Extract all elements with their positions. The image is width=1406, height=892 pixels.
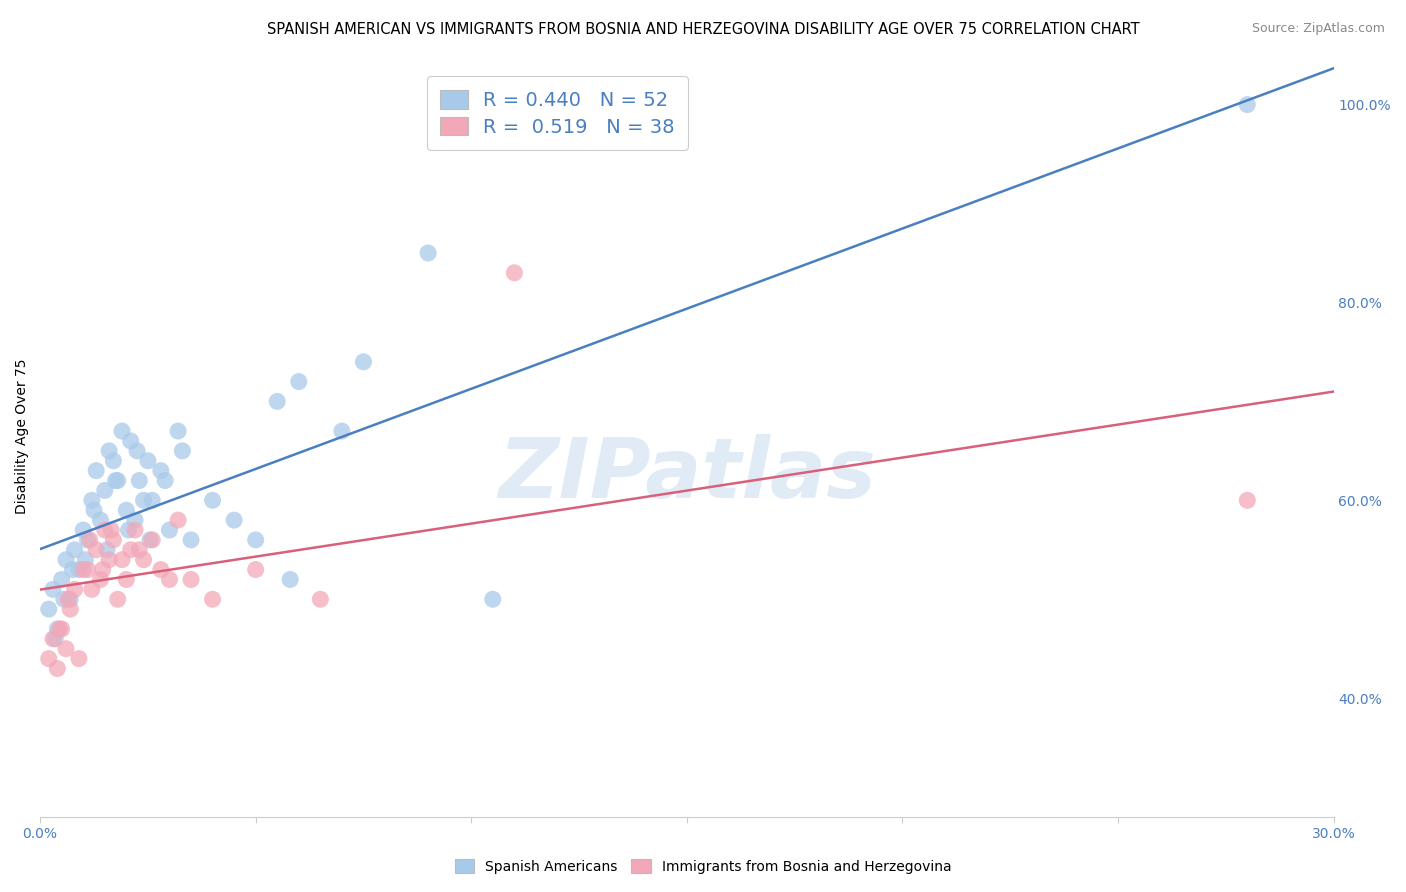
Point bbox=[1236, 493, 1258, 508]
Point bbox=[111, 424, 134, 438]
Point bbox=[96, 542, 118, 557]
Point bbox=[89, 513, 111, 527]
Point bbox=[51, 573, 73, 587]
Point bbox=[266, 394, 288, 409]
Point bbox=[98, 552, 121, 566]
Point bbox=[72, 523, 94, 537]
Point bbox=[89, 573, 111, 587]
Point bbox=[245, 533, 267, 547]
Point bbox=[128, 542, 150, 557]
Point bbox=[503, 266, 526, 280]
Point bbox=[1236, 97, 1258, 112]
Point bbox=[42, 582, 65, 597]
Point bbox=[59, 602, 82, 616]
Point bbox=[76, 533, 98, 547]
Point bbox=[79, 533, 101, 547]
Point bbox=[55, 552, 77, 566]
Point bbox=[159, 573, 181, 587]
Point bbox=[115, 573, 138, 587]
Point bbox=[59, 592, 82, 607]
Point bbox=[159, 523, 181, 537]
Point bbox=[117, 523, 139, 537]
Point bbox=[48, 622, 70, 636]
Point bbox=[153, 474, 176, 488]
Point bbox=[167, 424, 190, 438]
Point bbox=[94, 523, 117, 537]
Point bbox=[224, 513, 246, 527]
Point bbox=[55, 641, 77, 656]
Point bbox=[104, 474, 127, 488]
Text: ZIPatlas: ZIPatlas bbox=[498, 434, 876, 515]
Point bbox=[111, 552, 134, 566]
Point bbox=[38, 602, 60, 616]
Point bbox=[75, 552, 97, 566]
Point bbox=[309, 592, 332, 607]
Point bbox=[103, 533, 125, 547]
Point bbox=[136, 454, 159, 468]
Point bbox=[278, 573, 301, 587]
Point bbox=[124, 523, 146, 537]
Legend: Spanish Americans, Immigrants from Bosnia and Herzegovina: Spanish Americans, Immigrants from Bosni… bbox=[447, 853, 959, 880]
Point bbox=[80, 582, 103, 597]
Point bbox=[127, 443, 149, 458]
Point bbox=[201, 493, 224, 508]
Point bbox=[84, 464, 107, 478]
Point bbox=[107, 592, 129, 607]
Point bbox=[149, 464, 172, 478]
Y-axis label: Disability Age Over 75: Disability Age Over 75 bbox=[15, 359, 30, 514]
Point bbox=[418, 246, 440, 260]
Point bbox=[149, 563, 172, 577]
Point bbox=[141, 493, 163, 508]
Point bbox=[120, 542, 142, 557]
Point bbox=[115, 503, 138, 517]
Point bbox=[42, 632, 65, 646]
Point bbox=[46, 622, 69, 636]
Point bbox=[46, 661, 69, 675]
Point bbox=[481, 592, 503, 607]
Point bbox=[330, 424, 353, 438]
Point bbox=[98, 443, 121, 458]
Point bbox=[180, 533, 202, 547]
Point bbox=[120, 434, 142, 448]
Point bbox=[141, 533, 163, 547]
Point bbox=[172, 443, 194, 458]
Point bbox=[100, 523, 122, 537]
Point bbox=[103, 454, 125, 468]
Point bbox=[76, 563, 98, 577]
Point bbox=[91, 563, 114, 577]
Point bbox=[51, 622, 73, 636]
Point bbox=[94, 483, 117, 498]
Point bbox=[167, 513, 190, 527]
Point bbox=[288, 375, 311, 389]
Point bbox=[128, 474, 150, 488]
Point bbox=[132, 493, 155, 508]
Point bbox=[84, 542, 107, 557]
Text: Source: ZipAtlas.com: Source: ZipAtlas.com bbox=[1251, 22, 1385, 36]
Point bbox=[67, 563, 90, 577]
Point bbox=[80, 493, 103, 508]
Point bbox=[72, 563, 94, 577]
Point bbox=[83, 503, 105, 517]
Point bbox=[124, 513, 146, 527]
Point bbox=[353, 355, 375, 369]
Point bbox=[56, 592, 79, 607]
Point bbox=[139, 533, 162, 547]
Point bbox=[63, 582, 86, 597]
Point bbox=[63, 542, 86, 557]
Point bbox=[44, 632, 66, 646]
Point bbox=[107, 474, 129, 488]
Point bbox=[38, 651, 60, 665]
Point bbox=[132, 552, 155, 566]
Point bbox=[67, 651, 90, 665]
Point bbox=[180, 573, 202, 587]
Point bbox=[52, 592, 75, 607]
Text: SPANISH AMERICAN VS IMMIGRANTS FROM BOSNIA AND HERZEGOVINA DISABILITY AGE OVER 7: SPANISH AMERICAN VS IMMIGRANTS FROM BOSN… bbox=[267, 22, 1139, 37]
Point bbox=[245, 563, 267, 577]
Point bbox=[62, 563, 84, 577]
Point bbox=[201, 592, 224, 607]
Legend: R = 0.440   N = 52, R =  0.519   N = 38: R = 0.440 N = 52, R = 0.519 N = 38 bbox=[427, 77, 688, 150]
